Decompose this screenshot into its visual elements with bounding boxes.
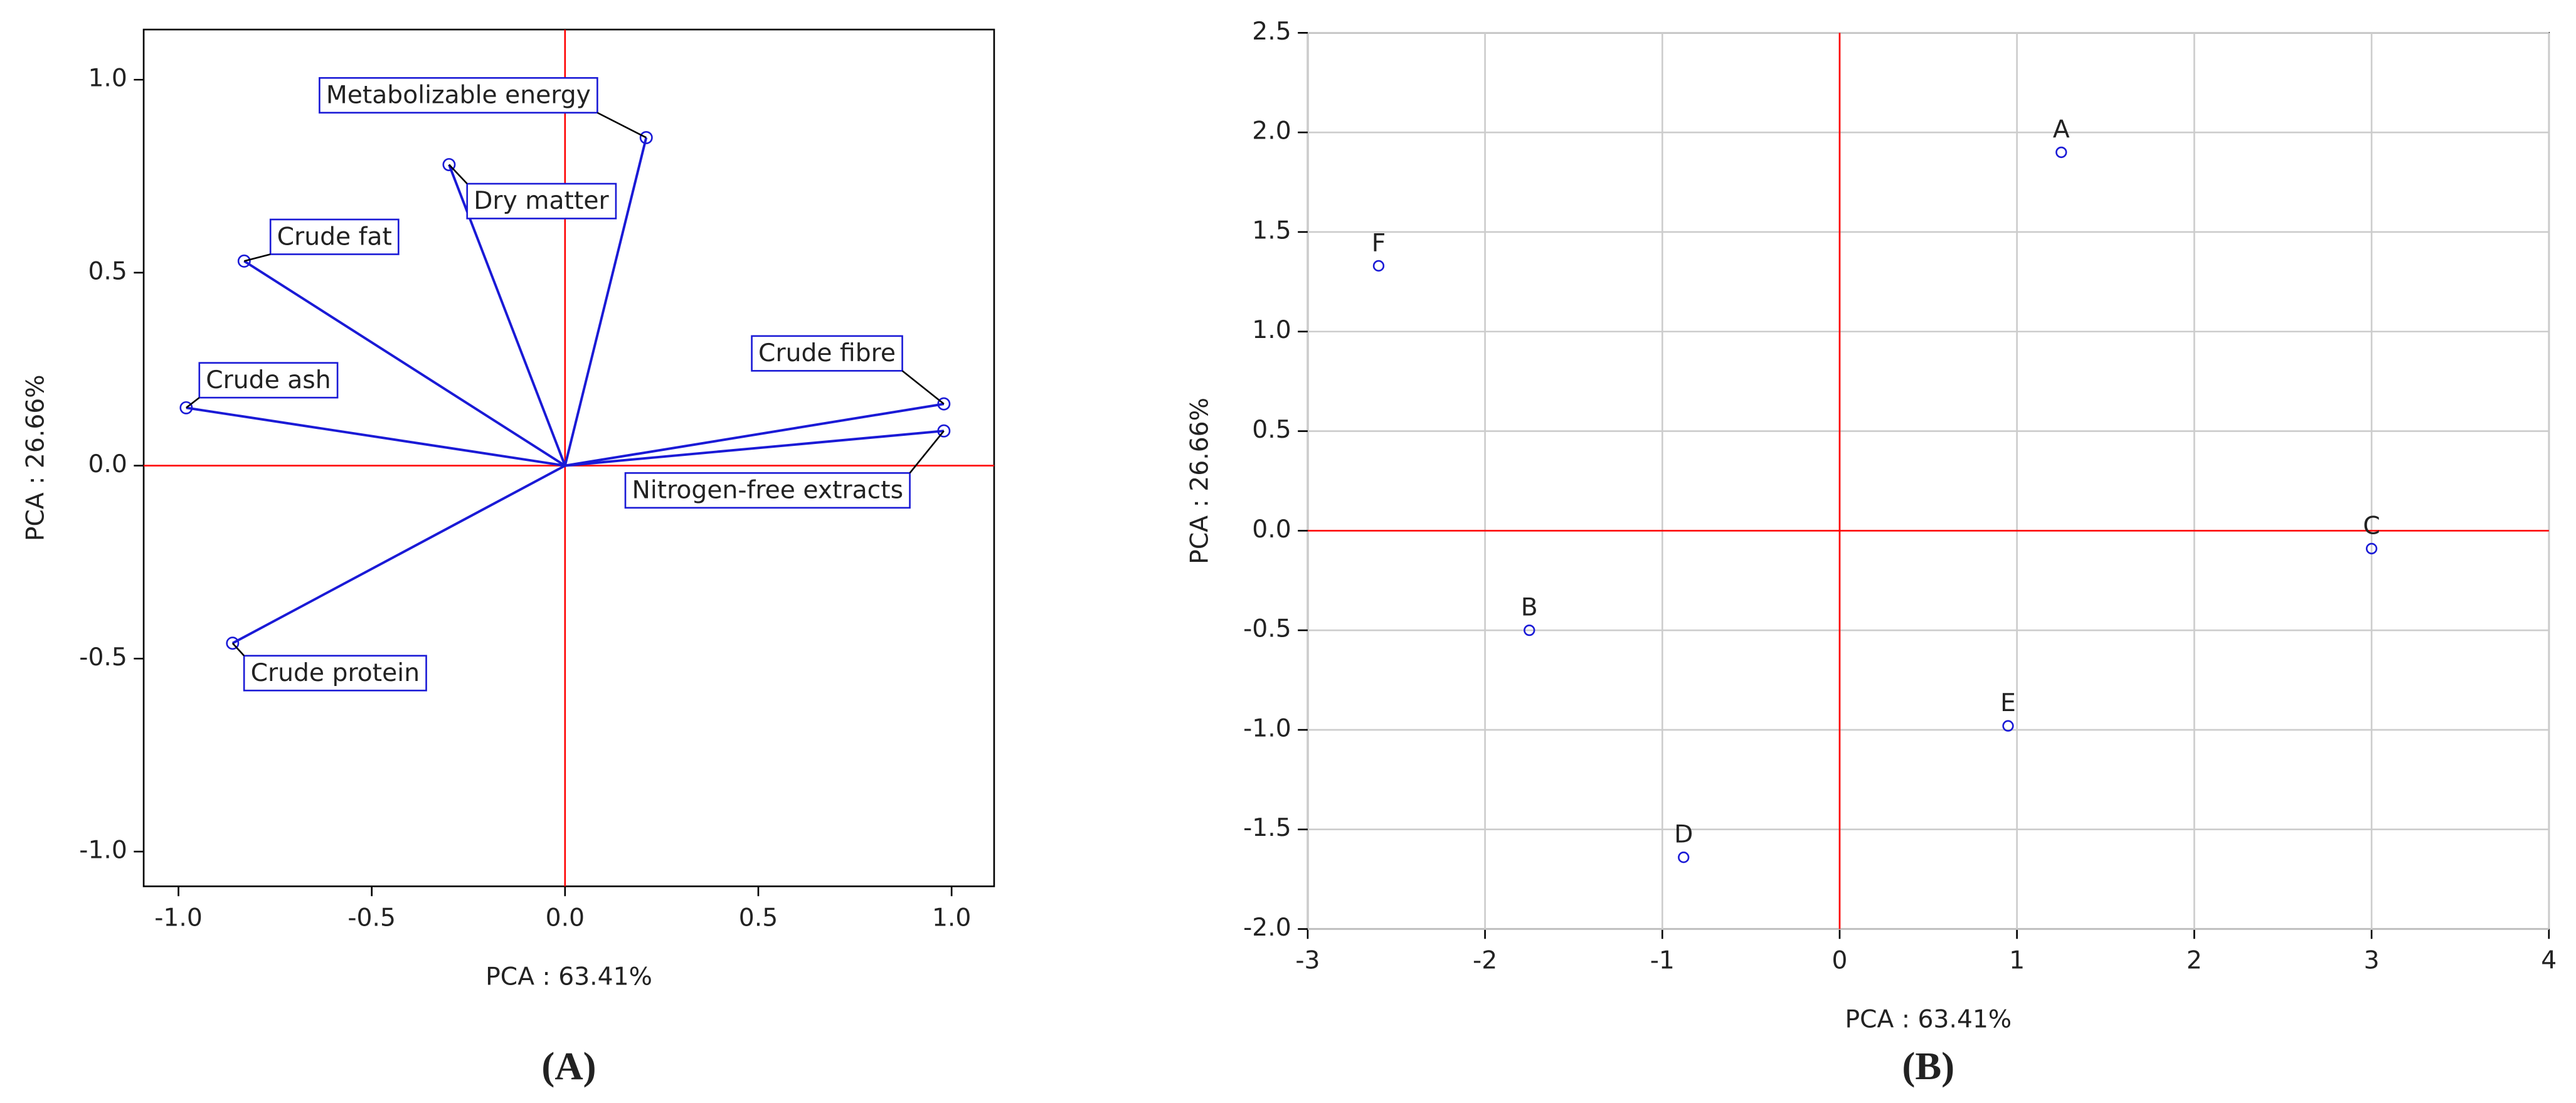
score-point [2055, 146, 2067, 159]
loading-vector [186, 406, 566, 467]
loading-vector [563, 137, 648, 467]
label-leader [909, 430, 945, 474]
y-tick-label: 2.5 [1252, 18, 1291, 46]
panel-caption: (B) [1902, 1044, 1954, 1088]
loading-point [226, 636, 240, 650]
y-tick-label: 0.0 [88, 450, 127, 478]
x-axis-label: PCA : 63.41% [1845, 1006, 2012, 1034]
x-tick-label: -3 [1295, 946, 1320, 974]
y-axis-label: PCA : 26.66% [21, 374, 50, 541]
x-tick-label: -2 [1473, 946, 1497, 974]
score-point [1524, 624, 1535, 636]
label-box [198, 362, 339, 399]
score-point [2365, 542, 2378, 555]
x-tick-label: 0.5 [739, 904, 778, 932]
loading-vector [564, 403, 945, 467]
loading-vector [243, 260, 566, 467]
x-tick-label: -1 [1650, 946, 1675, 974]
x-tick-label: -0.5 [347, 904, 396, 932]
label-box [319, 77, 598, 114]
point-label: D [1674, 821, 1693, 849]
point-label: C [2363, 512, 2380, 540]
y-axis-label: PCA : 26.66% [1185, 398, 1214, 564]
label-leader [596, 112, 647, 139]
panel-caption: (A) [541, 1044, 596, 1088]
variable-label: Dry matter [474, 187, 609, 215]
label-leader [231, 642, 245, 657]
variable-label: Metabolizable energy [326, 82, 591, 110]
y-tick-label: -1.5 [1243, 814, 1291, 842]
y-tick-label: 0.0 [1252, 515, 1291, 544]
x-tick-label: 1 [2009, 946, 2025, 974]
loading-vector [564, 430, 945, 467]
point-label: A [2053, 115, 2070, 144]
y-tick-label: 1.0 [1252, 316, 1291, 344]
x-tick-label: 0 [1832, 946, 1848, 974]
y-tick-label: -1.0 [1243, 714, 1291, 742]
label-box [624, 472, 911, 509]
y-tick-label: -1.0 [79, 836, 127, 865]
score-point [1372, 260, 1385, 272]
label-box [269, 218, 400, 255]
y-tick-label: 1.5 [1252, 216, 1291, 245]
label-leader [448, 164, 468, 184]
plot-area [1307, 32, 2550, 930]
point-label: B [1521, 594, 1538, 622]
variable-label: Crude ash [206, 366, 331, 394]
loading-point [937, 424, 951, 438]
point-label: E [2000, 689, 2016, 717]
score-point [1678, 852, 1690, 863]
y-tick-label: -2.0 [1243, 914, 1291, 942]
loading-vector [231, 464, 566, 645]
y-tick-label: -0.5 [79, 643, 127, 672]
x-tick-label: 1.0 [932, 904, 971, 932]
x-tick-label: 3 [2364, 946, 2380, 974]
loading-point [442, 158, 456, 172]
loading-point [237, 254, 251, 268]
label-leader [243, 253, 271, 262]
x-tick-label: 0.0 [546, 904, 585, 932]
y-tick-label: 0.5 [1252, 416, 1291, 444]
label-box [466, 182, 617, 219]
loading-point [937, 397, 951, 411]
label-leader [186, 397, 200, 409]
variable-label: Crude fibre [758, 339, 896, 367]
score-point [2002, 720, 2014, 732]
point-label: F [1372, 229, 1386, 257]
x-axis-label: PCA : 63.41% [485, 963, 652, 991]
variable-label: Crude protein [251, 659, 420, 687]
y-tick-label: 2.0 [1252, 117, 1291, 145]
variable-label: Nitrogen-free extracts [632, 477, 903, 505]
y-tick-label: 1.0 [88, 65, 127, 93]
x-tick-label: -1.0 [154, 904, 203, 932]
variable-label: Crude fat [277, 223, 392, 251]
plot-area [142, 28, 995, 887]
y-tick-label: -0.5 [1243, 615, 1291, 643]
label-box [751, 335, 903, 372]
x-tick-label: 4 [2541, 946, 2557, 974]
x-tick-label: 2 [2186, 946, 2202, 974]
y-tick-label: 0.5 [88, 257, 127, 285]
label-box [243, 655, 427, 692]
loading-point [639, 130, 653, 144]
loading-point [179, 401, 193, 414]
label-leader [901, 370, 945, 405]
